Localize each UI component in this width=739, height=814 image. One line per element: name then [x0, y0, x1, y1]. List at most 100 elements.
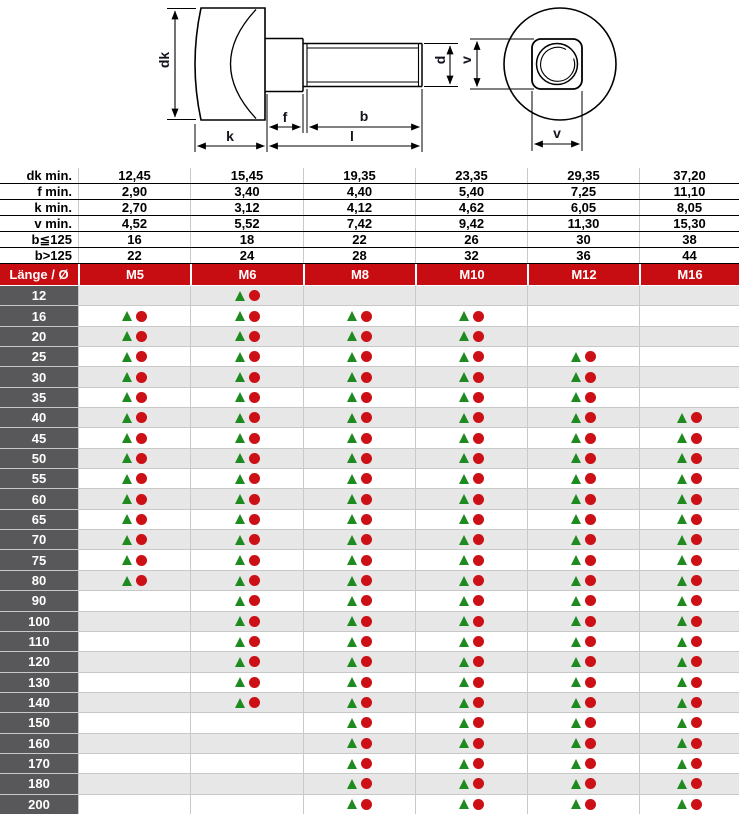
triangle-marker-icon: [122, 351, 132, 362]
size-row: 60: [0, 488, 739, 509]
availability-markers: [571, 636, 596, 648]
availability-markers: [571, 534, 596, 546]
availability-markers: [122, 452, 147, 464]
triangle-marker-icon: [677, 514, 687, 525]
availability-cell: [415, 367, 527, 387]
availability-markers: [571, 656, 596, 668]
triangle-marker-icon: [122, 534, 132, 545]
availability-markers: [122, 575, 147, 587]
availability-cell: [190, 367, 303, 387]
availability-markers: [234, 676, 260, 688]
triangle-marker-icon: [347, 331, 357, 342]
circle-marker-icon: [248, 697, 260, 709]
availability-cell: [415, 347, 527, 367]
availability-cell: [303, 713, 415, 733]
triangle-marker-icon: [234, 677, 245, 688]
availability-cell: [639, 774, 739, 794]
availability-markers: [459, 412, 484, 424]
availability-markers: [122, 391, 147, 403]
length-label: 60: [0, 489, 78, 509]
triangle-marker-icon: [459, 412, 469, 423]
triangle-marker-icon: [571, 494, 581, 505]
length-label: 90: [0, 591, 78, 611]
triangle-marker-icon: [347, 799, 357, 810]
spec-value-cell: 4,52: [78, 216, 190, 231]
availability-cell: [78, 713, 190, 733]
circle-marker-icon: [691, 778, 702, 790]
circle-marker-icon: [585, 778, 596, 790]
circle-marker-icon: [473, 452, 484, 464]
spec-value-cell: 38: [639, 232, 739, 247]
length-label: 75: [0, 550, 78, 570]
circle-marker-icon: [361, 737, 372, 749]
triangle-marker-icon: [677, 616, 687, 627]
size-row: 45: [0, 427, 739, 448]
availability-markers: [677, 758, 702, 770]
circle-marker-icon: [691, 697, 702, 709]
spec-value-cell: 5,52: [190, 216, 303, 231]
spec-value-cell: 9,42: [415, 216, 527, 231]
availability-markers: [347, 351, 372, 363]
circle-marker-icon: [691, 493, 702, 505]
availability-cell: [415, 733, 527, 753]
availability-cell: [639, 794, 739, 814]
dim-label-v-bottom: v: [553, 125, 561, 141]
circle-marker-icon: [585, 798, 596, 810]
availability-cell: [639, 591, 739, 611]
spec-row: v min. 4,52 5,52 7,42 9,42 11,30 15,30: [0, 216, 739, 232]
diameter-column-header: M10: [415, 264, 527, 285]
availability-cell: [639, 489, 739, 509]
triangle-marker-icon: [459, 433, 469, 444]
triangle-marker-icon: [459, 473, 469, 484]
circle-marker-icon: [248, 452, 260, 464]
availability-cell: [527, 672, 639, 692]
availability-cell: [190, 428, 303, 448]
availability-cell: [527, 713, 639, 733]
circle-marker-icon: [473, 798, 484, 810]
circle-marker-icon: [473, 351, 484, 363]
circle-marker-icon: [473, 656, 484, 668]
spec-value-cell: 16: [78, 232, 190, 247]
availability-markers: [347, 575, 372, 587]
availability-cell: [527, 509, 639, 530]
availability-markers: [234, 391, 260, 403]
triangle-marker-icon: [571, 351, 581, 362]
availability-markers: [677, 615, 702, 627]
triangle-marker-icon: [122, 494, 132, 505]
availability-markers: [459, 676, 484, 688]
circle-marker-icon: [691, 656, 702, 668]
spec-value-cell: 18: [190, 232, 303, 247]
availability-markers: [347, 798, 372, 810]
availability-markers: [571, 676, 596, 688]
availability-markers: [459, 778, 484, 790]
circle-marker-icon: [691, 615, 702, 627]
availability-cell: [527, 794, 639, 814]
circle-marker-icon: [473, 371, 484, 383]
spec-row: b>125 22 24 28 32 36 44: [0, 248, 739, 264]
triangle-marker-icon: [459, 616, 469, 627]
length-label: 110: [0, 631, 78, 652]
availability-cell: [639, 652, 739, 672]
dim-label-dk: dk: [156, 52, 172, 69]
circle-marker-icon: [248, 290, 260, 302]
availability-markers: [459, 351, 484, 363]
length-label: 160: [0, 733, 78, 753]
circle-marker-icon: [361, 412, 372, 424]
availability-markers: [677, 575, 702, 587]
availability-markers: [347, 656, 372, 668]
availability-markers: [459, 534, 484, 546]
length-label: 40: [0, 408, 78, 428]
spec-value-cell: 2,70: [78, 200, 190, 215]
availability-markers: [347, 310, 372, 322]
bolt-technical-drawing: dk d f b k l v v: [0, 0, 739, 166]
spec-row: b≦125 16 18 22 26 30 38: [0, 232, 739, 248]
availability-cell: [303, 367, 415, 387]
availability-cell: [415, 774, 527, 794]
availability-markers: [677, 412, 702, 424]
circle-marker-icon: [691, 758, 702, 770]
triangle-marker-icon: [347, 677, 357, 688]
length-label: 200: [0, 794, 78, 814]
availability-markers: [677, 737, 702, 749]
triangle-marker-icon: [234, 575, 245, 586]
availability-cell: [527, 774, 639, 794]
